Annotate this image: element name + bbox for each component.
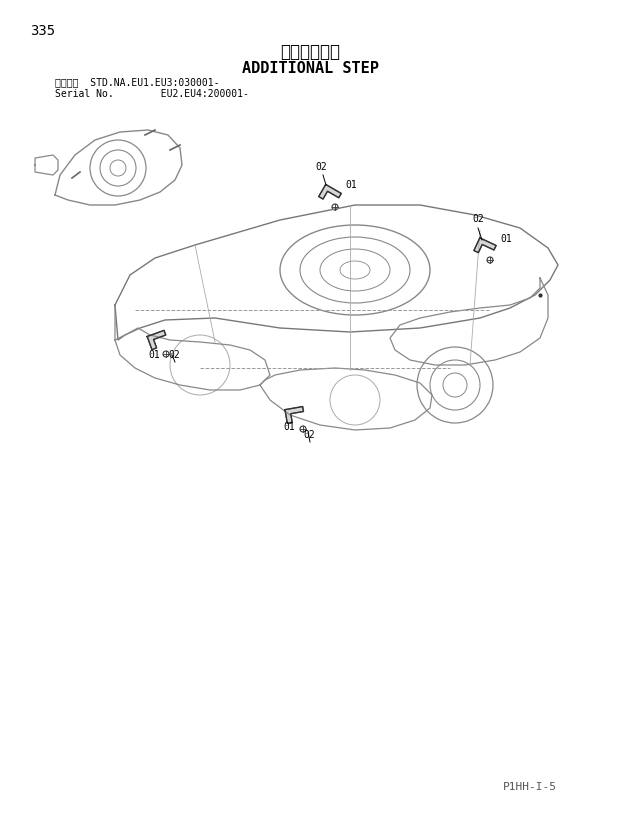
Text: 02: 02: [168, 350, 180, 360]
Text: Serial No.        EU2.EU4:200001-: Serial No. EU2.EU4:200001-: [55, 89, 249, 99]
Text: 02: 02: [303, 430, 315, 440]
Text: 335: 335: [30, 24, 55, 38]
Text: 02: 02: [315, 162, 327, 172]
Polygon shape: [147, 330, 166, 350]
Text: 01: 01: [345, 180, 356, 190]
Text: 適用号機  STD.NA.EU1.EU3:030001-: 適用号機 STD.NA.EU1.EU3:030001-: [55, 77, 219, 87]
Polygon shape: [285, 407, 304, 423]
Text: ADDITIONAL STEP: ADDITIONAL STEP: [242, 60, 378, 75]
Text: 追加ステップ: 追加ステップ: [280, 43, 340, 61]
Text: 01: 01: [148, 350, 160, 360]
Polygon shape: [474, 238, 496, 252]
Text: 01: 01: [500, 234, 511, 244]
Text: P1HH-I-5: P1HH-I-5: [503, 782, 557, 792]
Polygon shape: [319, 185, 341, 199]
Text: 01: 01: [283, 422, 294, 432]
Text: 02: 02: [472, 214, 484, 224]
